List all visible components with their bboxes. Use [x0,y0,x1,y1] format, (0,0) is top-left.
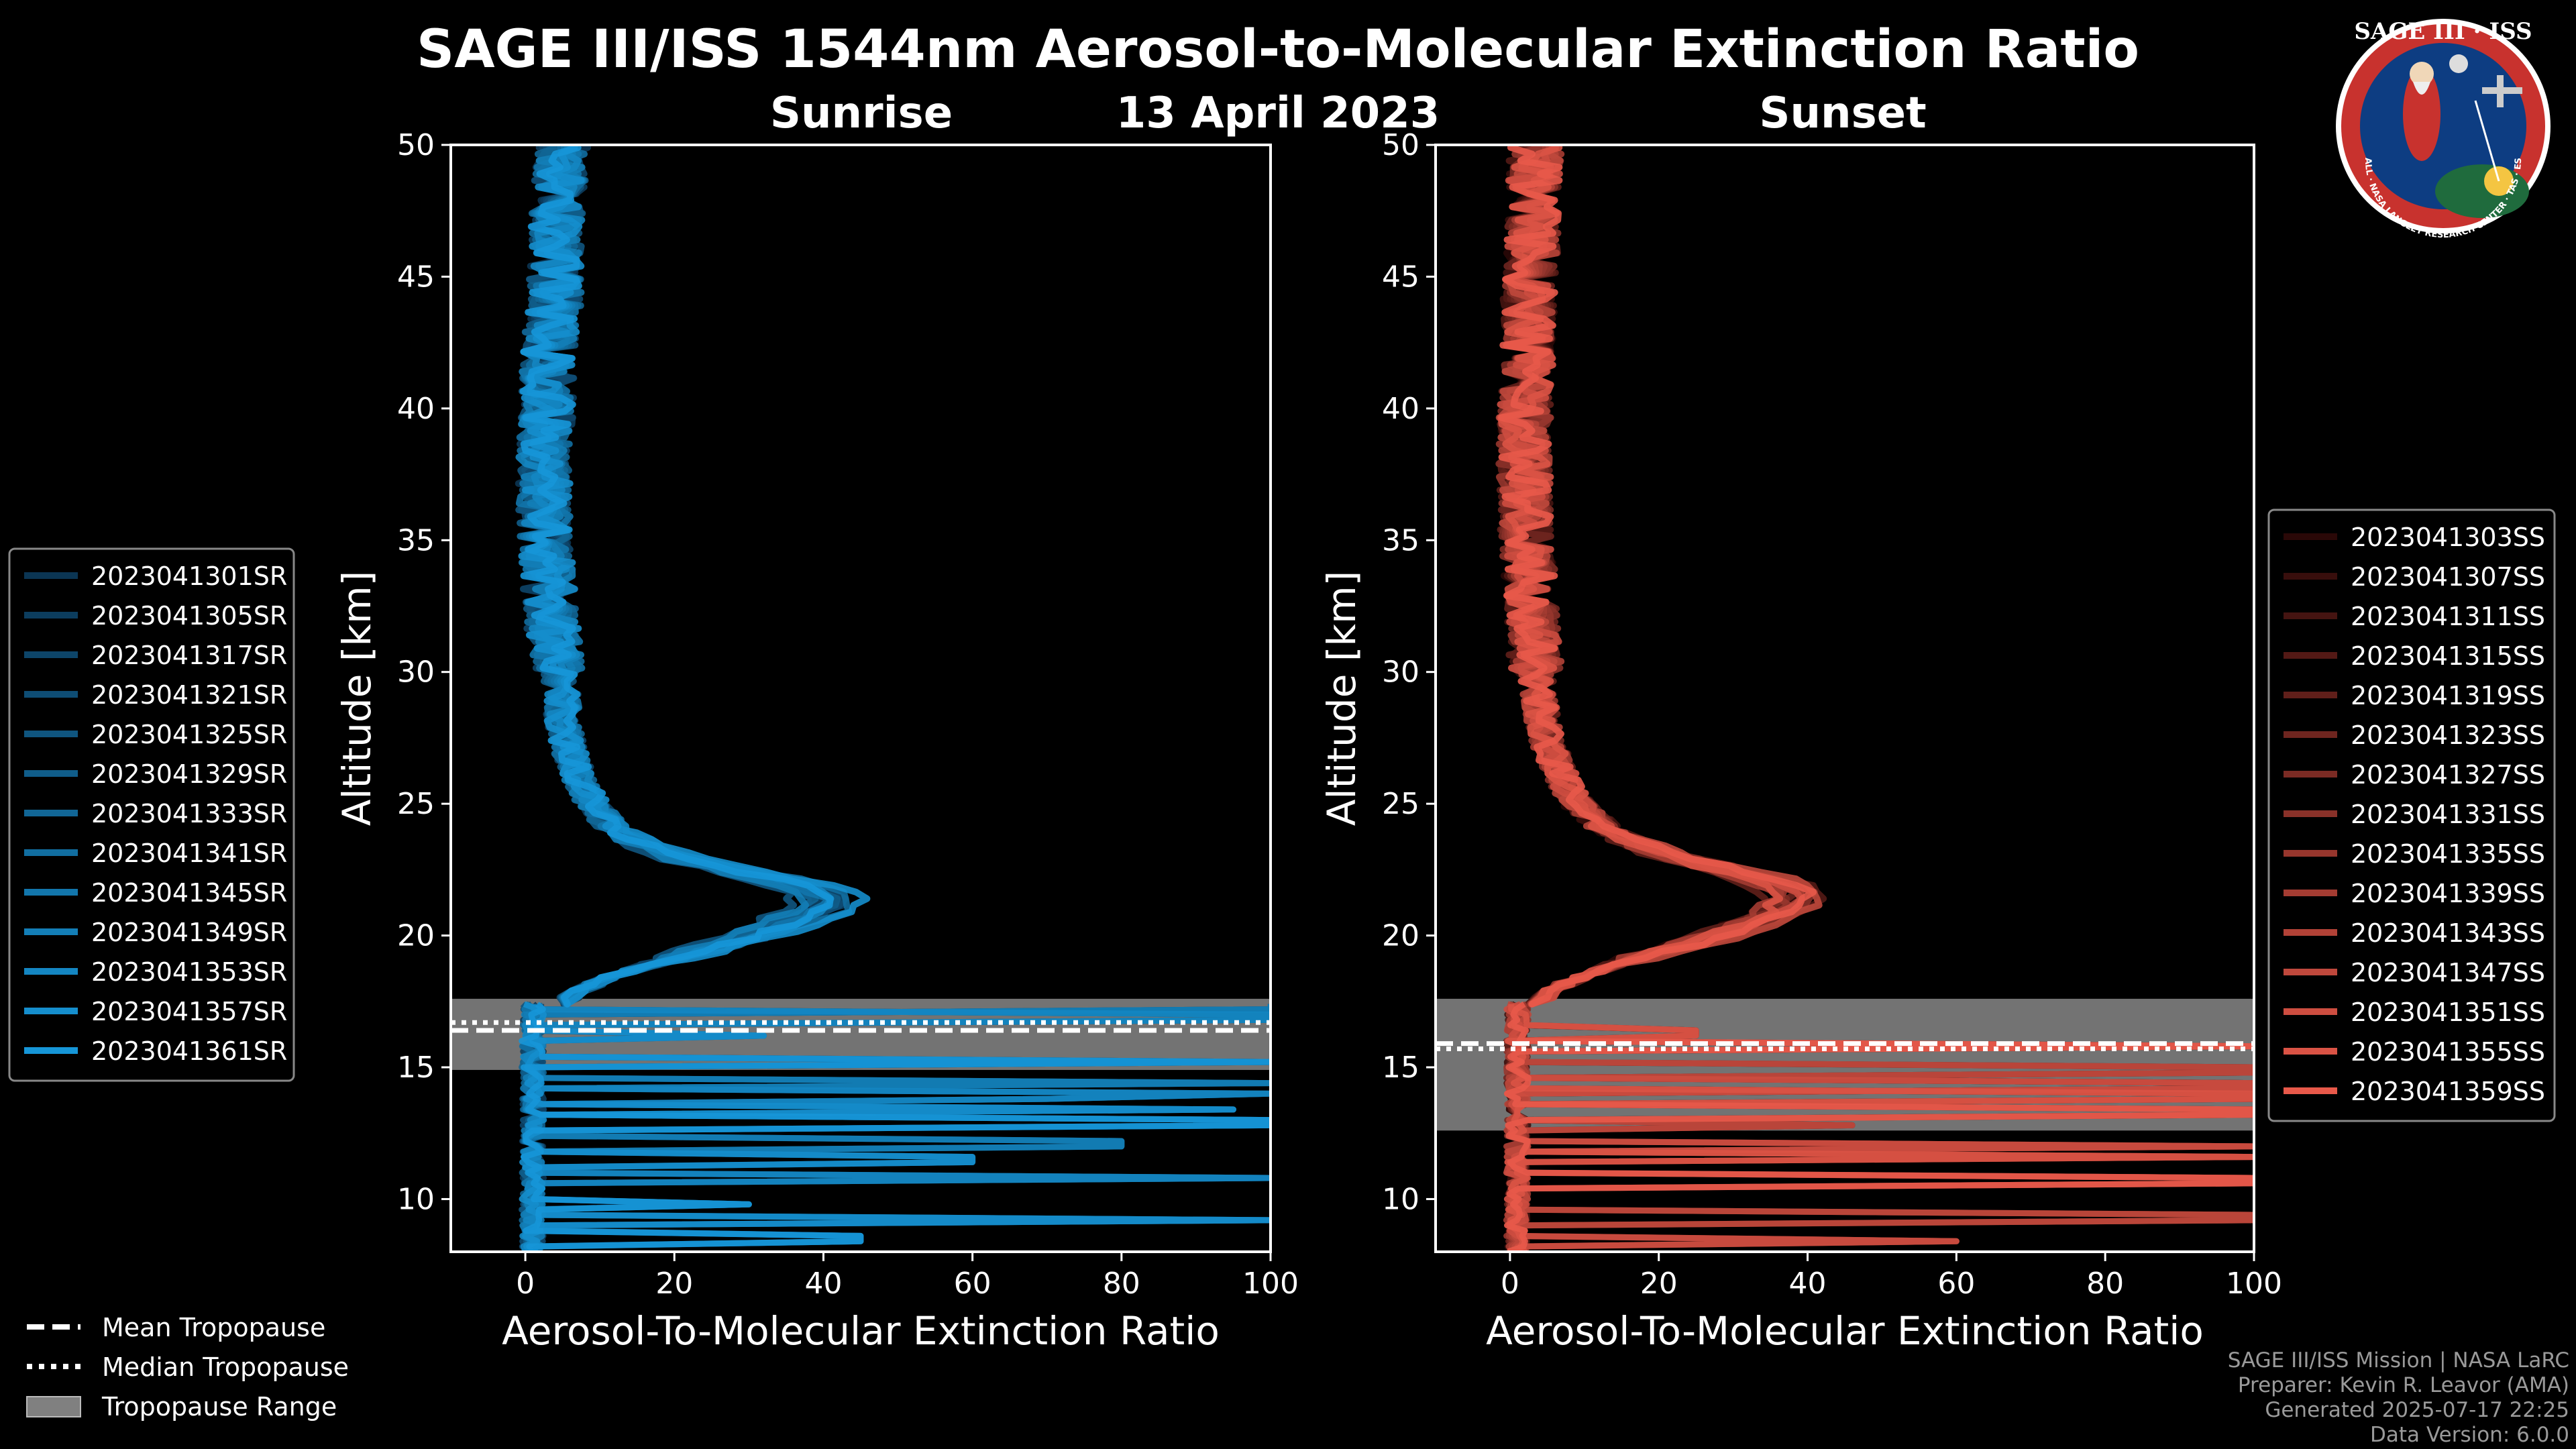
legend-label: 2023041361SR [91,1036,287,1066]
legend-box [2267,508,2556,1122]
x-axis-label: Aerosol-To-Molecular Extinction Ratio [502,1308,1220,1354]
legend-label: 2023041343SS [2351,918,2545,948]
legend-label: 2023041347SS [2351,958,2545,987]
legend-label: 2023041357SR [91,997,287,1026]
footer-line: Data Version: 6.0.0 [2370,1423,2569,1447]
x-tick-label: 20 [1640,1267,1678,1301]
x-tick-label: 100 [1242,1267,1299,1301]
legend-box [8,547,295,1082]
x-tick-label: 60 [954,1267,991,1301]
x-tick-label: 60 [1937,1267,1975,1301]
legend-label: 2023041345SR [91,878,287,908]
legend-label: 2023041355SS [2351,1037,2545,1067]
y-tick-label: 35 [1382,523,1419,557]
x-axis-label: Aerosol-To-Molecular Extinction Ratio [1486,1308,2204,1354]
logo-text: SAGE III · ISS [2354,18,2532,45]
chart-title: SAGE III/ISS 1544nm Aerosol-to-Molecular… [417,19,2139,80]
legend-label: 2023041301SR [91,561,287,591]
legend-label: 2023041319SS [2351,681,2545,710]
legend-label: 2023041323SS [2351,720,2545,750]
chart-date: 13 April 2023 [1116,89,1440,138]
sunrise-panel: 0 20 40 60 80 100 10 15 20 25 30 35 40 45 50 Aerosol-To… [334,128,1299,1354]
y-tick-label: 30 [397,655,435,690]
footer-line: Preparer: Kevin R. Leavor (AMA) [2238,1373,2569,1397]
legend-label: 2023041329SR [91,759,287,789]
panel-subtitle-sunrise: Sunrise [770,89,953,138]
x-tick-label: 40 [1789,1267,1827,1301]
y-axis-label: Altitude [km] [334,571,380,826]
y-tick-label: 45 [1382,260,1419,294]
sunset-legend: 2023041303SS 2023041307SS 2023041311SS 2023… [2267,508,2556,1122]
legend-label: 2023041333SR [91,799,287,828]
y-tick-label: 10 [397,1182,435,1216]
legend-label: 2023041315SS [2351,641,2545,671]
median-tropopause-label: Median Tropopause [102,1352,349,1382]
series-line-2023041361SR [519,145,834,1008]
legend-label: 2023041349SR [91,918,287,947]
y-tick-label: 25 [397,787,435,821]
y-tick-label: 40 [1382,392,1419,426]
series-line-2023041359SS [1498,145,1817,1008]
y-tick-label: 10 [1382,1182,1419,1216]
legend-label: 2023041327SS [2351,760,2545,790]
plot-frame [1434,144,2255,1253]
series-lower-2023041361SR [519,1002,1271,1252]
x-tick-label: 100 [2226,1267,2282,1301]
y-axis-label: Altitude [km] [1319,571,1364,826]
legend-label: 2023041339SS [2351,879,2545,908]
x-tick-label: 20 [655,1267,693,1301]
sunset-panel: 0 20 40 60 80 100 10 15 20 25 30 35 40 45 50 Aerosol-To… [1319,128,2282,1354]
y-tick-label: 25 [1382,787,1419,821]
legend-label: 2023041321SR [91,680,287,710]
legend-label: 2023041351SS [2351,998,2545,1027]
tropopause-range-swatch [26,1396,81,1417]
x-tick-label: 80 [2086,1267,2124,1301]
y-tick-label: 50 [1382,128,1419,162]
y-tick-label: 50 [397,128,435,162]
y-tick-label: 20 [1382,919,1419,953]
y-tick-label: 40 [397,392,435,426]
tropopause-legend: Mean Tropopause Median Tropopause Tropop… [26,1313,349,1421]
legend-label: 2023041325SR [91,720,287,749]
legend-label: 2023041317SR [91,641,287,670]
legend-label: 2023041353SR [91,957,287,987]
y-tick-label: 15 [397,1051,435,1085]
legend-label: 2023041341SR [91,839,287,868]
y-tick-label: 35 [397,523,435,557]
footer-line: SAGE III/ISS Mission | NASA LaRC [2228,1348,2569,1373]
legend-label: 2023041331SS [2351,800,2545,829]
footer-line: Generated 2025-07-17 22:25 [2265,1398,2569,1422]
legend-label: 2023041335SS [2351,839,2545,869]
plot-frame [449,144,1272,1253]
sunrise-legend: 2023041301SR 2023041305SR 2023041317SR 2023… [8,547,295,1082]
y-tick-label: 45 [397,260,435,294]
y-tick-label: 30 [1382,655,1419,690]
legend-label: 2023041359SS [2351,1077,2545,1106]
x-tick-label: 80 [1103,1267,1140,1301]
legend-label: 2023041311SS [2351,602,2545,631]
legend-label: 2023041303SS [2351,523,2545,552]
panel-subtitle-sunset: Sunset [1759,89,1926,138]
legend-label: 2023041307SS [2351,562,2545,592]
tropopause-range-label: Tropopause Range [101,1392,337,1421]
mean-tropopause-label: Mean Tropopause [102,1313,325,1342]
x-tick-label: 0 [1501,1267,1519,1301]
footer-credits: SAGE III/ISS Mission | NASA LaRC Prepare… [2228,1348,2569,1447]
legend-label: 2023041305SR [91,601,287,631]
y-tick-label: 15 [1382,1051,1419,1085]
y-tick-label: 20 [397,919,435,953]
x-tick-label: 0 [516,1267,535,1301]
x-tick-label: 40 [804,1267,842,1301]
